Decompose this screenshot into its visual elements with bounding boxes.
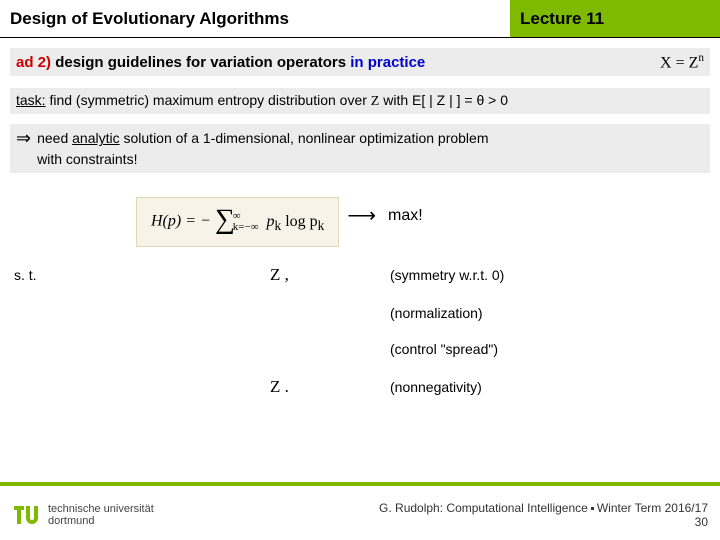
constraint-nonnegativity: (nonnegativity)	[390, 379, 710, 395]
need-analytic: analytic	[72, 130, 119, 146]
tu-logo-text: technische universität dortmund	[48, 503, 154, 527]
tu-logo: technische universität dortmund	[12, 500, 154, 530]
heading-text: design guidelines for variation operator…	[55, 54, 346, 71]
heading-suffix: in practice	[350, 54, 425, 71]
tu-logo-icon	[12, 500, 42, 530]
ad-label: ad 2)	[16, 54, 51, 71]
entropy-formula: H(p) = − ∑∞k=−∞ pk log pk	[136, 197, 339, 247]
subject-to: s. t.	[10, 267, 270, 283]
section-heading: ad 2) design guidelines for variation op…	[10, 48, 710, 76]
page-number: 30	[695, 515, 708, 529]
footer-credit: G. Rudolph: Computational IntelligenceWi…	[379, 501, 708, 529]
heading-x: X = Zn	[660, 52, 704, 72]
max-label: max!	[388, 207, 423, 225]
constraint-z4: Z .	[270, 377, 390, 397]
arrow-icon: ⟶	[347, 203, 376, 228]
imply-icon: ⇒	[16, 129, 31, 170]
constraint-z1: Z ,	[270, 265, 390, 285]
constraint-spread: (control "spread")	[390, 341, 710, 357]
need-box: ⇒ need analytic solution of a 1-dimensio…	[10, 124, 710, 173]
header-title: Design of Evolutionary Algorithms	[0, 0, 510, 37]
constraint-symmetry: (symmetry w.r.t. 0)	[390, 267, 710, 283]
constraint-normalization: (normalization)	[390, 305, 710, 321]
task-box: task: find (symmetric) maximum entropy d…	[10, 88, 710, 114]
task-label: task:	[16, 92, 46, 108]
footer-divider	[0, 482, 720, 486]
header-lecture: Lecture 11	[510, 0, 720, 37]
